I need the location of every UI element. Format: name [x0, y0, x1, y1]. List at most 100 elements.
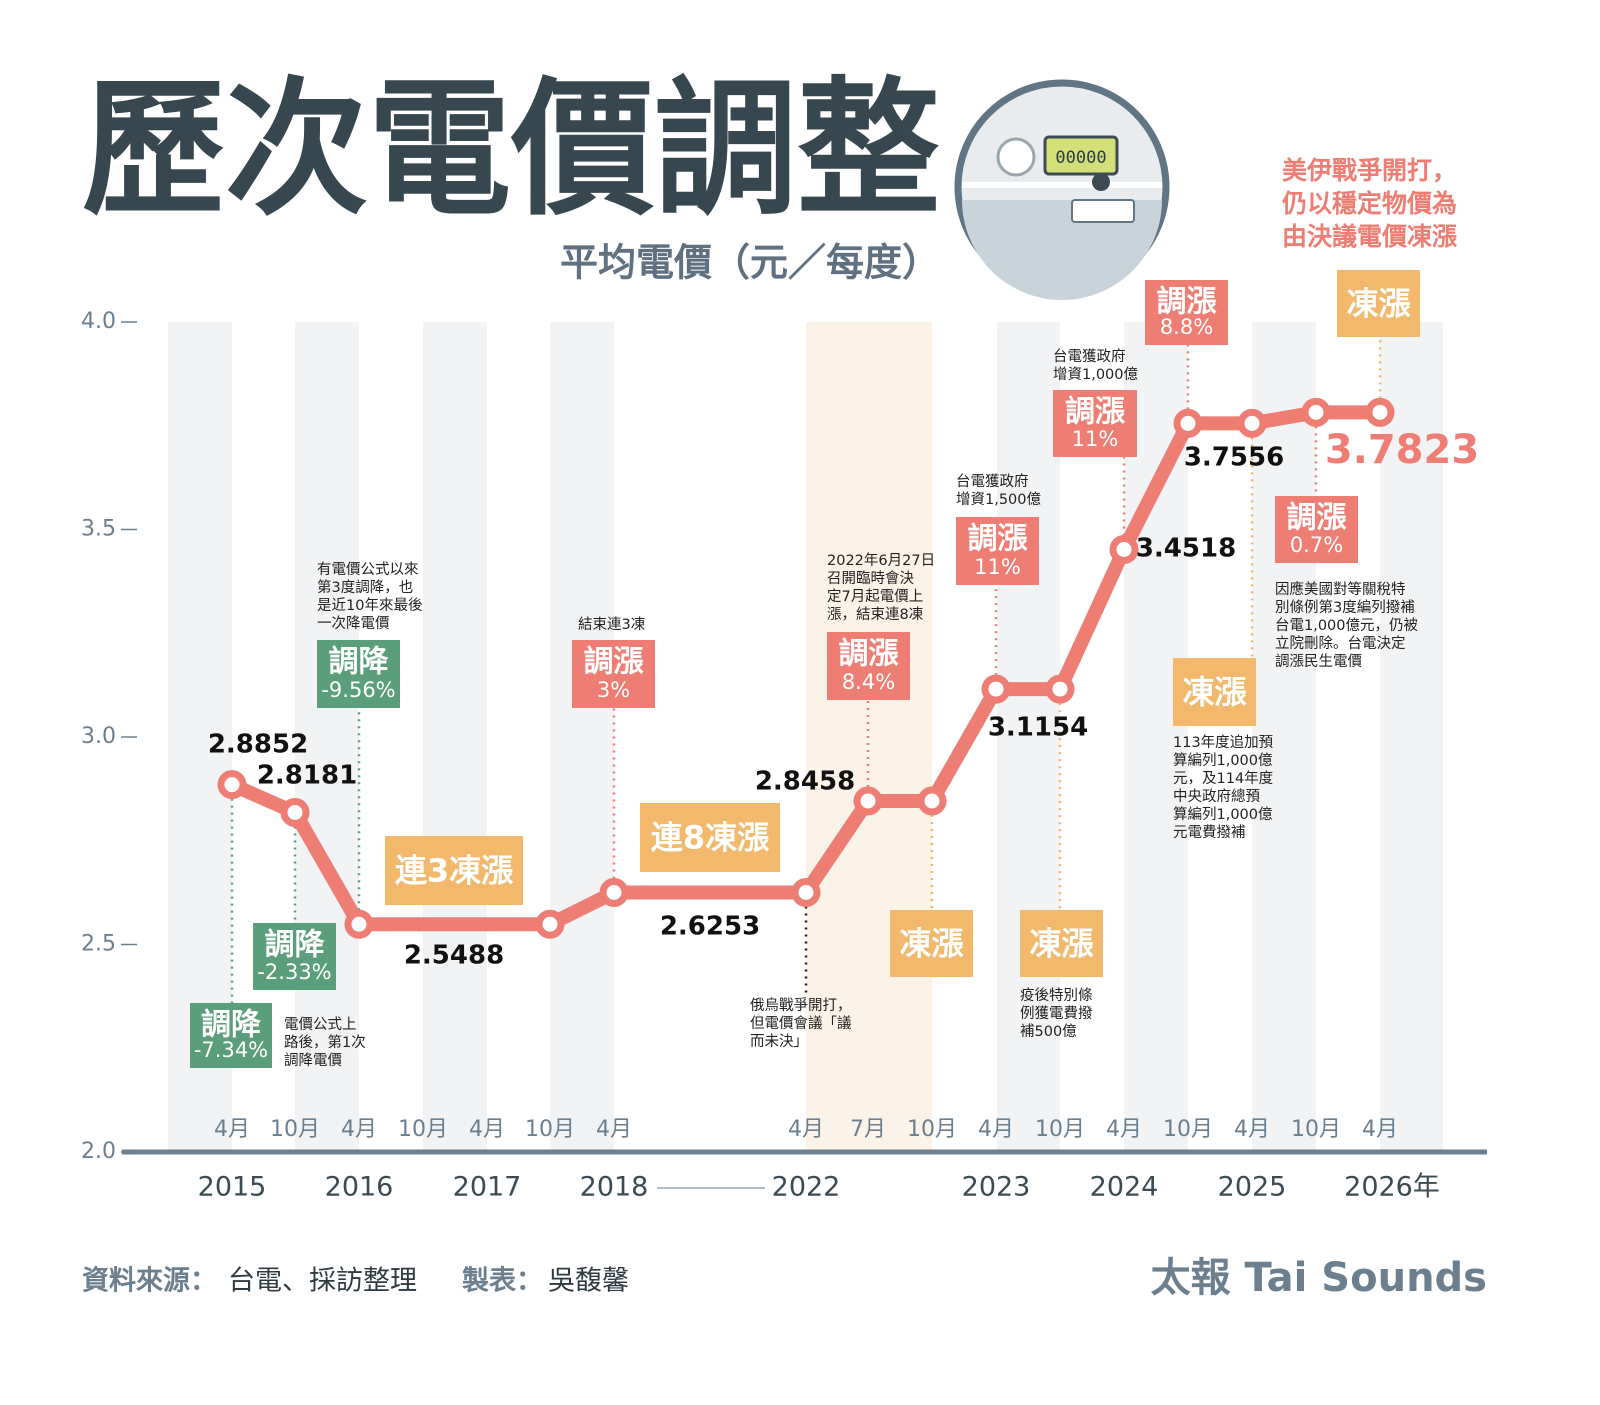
point-marker	[917, 786, 947, 816]
annotation-note: 算編列1,000億	[1173, 806, 1273, 823]
headline-note: 美伊戰爭開打，	[1282, 156, 1457, 185]
point-marker	[535, 909, 565, 939]
annotation-note: 補500億	[1020, 1023, 1077, 1040]
point-marker	[217, 770, 247, 800]
x-tick-label: 10月	[398, 1117, 448, 1142]
x-tick-label: 4月	[469, 1117, 505, 1142]
annotation-tag: 調漲	[584, 645, 645, 680]
point-marker	[853, 786, 883, 816]
annotation-change: 11%	[974, 555, 1021, 579]
value-label: 2.6253	[660, 912, 760, 942]
point-marker	[981, 674, 1011, 704]
annotation-note: 第3度調降，也	[317, 578, 413, 596]
value-label: 2.8852	[208, 730, 308, 760]
event-note: 但電價會議「議	[750, 1014, 852, 1032]
band	[295, 322, 359, 1150]
annotation-note: 結束連3凍	[578, 616, 646, 633]
band	[1380, 322, 1443, 1150]
point-marker	[1365, 397, 1395, 427]
annotation-note: 別條例第3度編列撥補	[1275, 598, 1415, 616]
band	[1124, 322, 1188, 1150]
annotation-box	[317, 640, 400, 708]
annotation-change: 3%	[597, 678, 630, 702]
annotation-note: 元電費撥補	[1173, 824, 1246, 841]
year-label: 2022	[772, 1172, 841, 1203]
annotation-tag: 調降	[265, 928, 326, 963]
annotation-tag: 連8凍漲	[651, 819, 769, 857]
brand: 太報 Tai Sounds	[1151, 1255, 1487, 1301]
point-marker	[280, 797, 310, 827]
point-marker	[1301, 397, 1331, 427]
annotation-tag: 凍漲	[1182, 673, 1246, 711]
point-marker	[344, 909, 374, 939]
y-tick-label: 3.0	[81, 724, 116, 749]
point-marker	[791, 878, 821, 908]
annotation-box	[190, 1003, 272, 1068]
x-tick-label: 4月	[788, 1117, 824, 1142]
annotation-box	[1145, 280, 1228, 345]
annotation-tag: 調漲	[1157, 285, 1218, 320]
x-tick-label: 4月	[1106, 1117, 1142, 1142]
annotation-note: 立院刪除。台電決定	[1275, 635, 1406, 652]
annotation-note: 召開臨時會決	[827, 570, 914, 587]
x-tick-label: 4月	[341, 1117, 377, 1142]
source-label: 資料來源：	[82, 1266, 217, 1297]
annotation-note: 中央政府總預	[1173, 787, 1260, 805]
x-tick-label: 10月	[907, 1117, 957, 1142]
annotation-tag: 調漲	[1065, 395, 1126, 430]
annotation-tag: 調漲	[1287, 501, 1348, 536]
annotation-tag: 凍漲	[899, 925, 963, 963]
source: 台電、採訪整理	[228, 1266, 417, 1297]
x-tick-label: 4月	[214, 1117, 250, 1142]
meter-icon: 00000	[954, 79, 1170, 300]
annotation-change: -9.56%	[321, 678, 395, 702]
annotation-box	[572, 640, 655, 708]
point-marker	[1109, 535, 1139, 565]
point-marker	[1237, 408, 1267, 438]
band	[550, 322, 614, 1150]
annotation-note: 2022年6月27日	[827, 552, 935, 569]
annotation-note: 元，及114年度	[1173, 770, 1273, 787]
x-tick-label: 10月	[525, 1117, 575, 1142]
year-label: 2017	[453, 1172, 522, 1203]
year-label: 2016	[325, 1172, 394, 1203]
annotation-tag: 連3凍漲	[395, 852, 513, 890]
annotation-note: 電價公式上	[284, 1016, 357, 1033]
annotation-change: 0.7%	[1290, 533, 1343, 557]
value-label: 2.5488	[404, 941, 504, 971]
chart-title: 歷次電價調整	[82, 64, 940, 236]
chart-subtitle: 平均電價（元／每度）	[560, 241, 940, 285]
annotation-note: 路後，第1次	[284, 1033, 366, 1051]
x-tick-label: 4月	[1362, 1117, 1398, 1142]
annotation-note: 113年度追加預	[1173, 734, 1274, 751]
point-marker	[1045, 674, 1075, 704]
band	[997, 322, 1060, 1150]
annotation-tag: 調降	[329, 645, 390, 680]
x-tick-label: 10月	[1035, 1117, 1085, 1142]
annotation-note: 因應美國對等關稅特	[1275, 580, 1406, 598]
headline-note: 仍以穩定物價為	[1282, 189, 1457, 218]
x-tick-label: 10月	[1163, 1117, 1213, 1142]
annotation-note: 有電價公式以來	[317, 561, 419, 578]
x-tick-label: 4月	[596, 1117, 632, 1142]
annotation-box	[890, 910, 973, 977]
value-label: 3.1154	[988, 713, 1088, 743]
band	[423, 322, 487, 1150]
annotation-note: 是近10年來最後	[317, 597, 423, 614]
event-note: 俄烏戰爭開打，	[750, 997, 852, 1014]
y-tick-label: 2.0	[81, 1139, 116, 1164]
value-label: 2.8458	[755, 767, 855, 797]
year-label: 2026年	[1344, 1172, 1440, 1203]
annotation-note: 台電獲政府	[1053, 348, 1126, 365]
value-label: 2.8181	[257, 761, 357, 791]
meter-display: 00000	[1055, 148, 1106, 168]
annotation-tag: 凍漲	[1346, 285, 1410, 323]
annotation-note: 台電1,000億元，仍被	[1275, 617, 1419, 634]
annotation-note: 漲，結束連8凍	[827, 606, 924, 623]
annotation-note: 例獲電費撥	[1020, 1005, 1093, 1022]
annotation-change: -7.34%	[194, 1038, 268, 1062]
x-tick-label: 4月	[1234, 1117, 1270, 1142]
x-tick-label: 10月	[1291, 1117, 1341, 1142]
value-label: 3.4518	[1136, 534, 1236, 564]
y-tick-label: 2.5	[81, 932, 116, 957]
